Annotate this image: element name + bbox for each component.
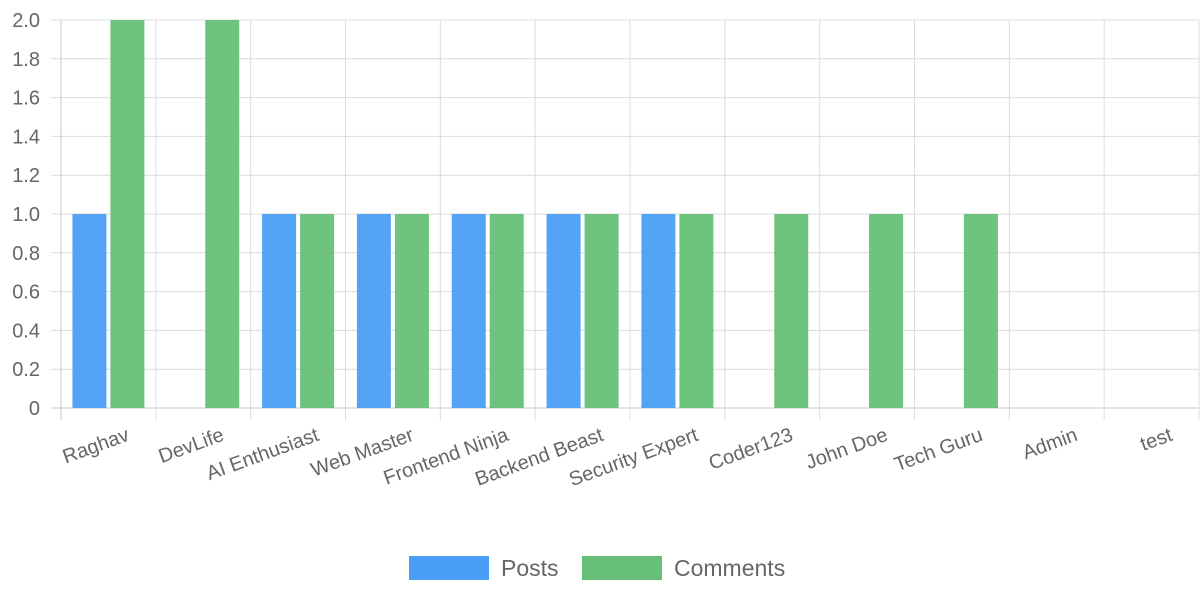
bar-comments-tech-guru[interactable] [963,214,998,408]
y-tick-label: 0.8 [12,243,40,265]
bar-posts-web-master[interactable] [356,214,391,408]
y-tick-label: 1.0 [12,204,40,226]
bar-comments-devlife[interactable] [205,20,240,408]
x-tick-label: test [1137,424,1175,456]
y-tick-label: 1.4 [12,126,40,148]
bar-comments-john-doe[interactable] [869,214,904,408]
bar-comments-coder123[interactable] [774,214,809,408]
y-tick-label: 0.6 [12,282,40,304]
bar-posts-security-expert[interactable] [641,214,676,408]
y-tick-label: 1.2 [12,165,40,187]
bar-posts-ai-enthusiast[interactable] [262,214,297,408]
bar-comments-frontend-ninja[interactable] [489,214,524,408]
bar-comments-raghav[interactable] [110,20,145,408]
x-tick-label: John Doe [803,424,891,474]
x-tick-label: Raghav [60,424,132,468]
grid-layer [51,19,1200,420]
legend-item-comments[interactable]: Comments [582,555,785,581]
legend-label-posts: Posts [501,555,559,581]
bar-posts-raghav[interactable] [72,214,107,408]
y-tick-label: 0.4 [12,320,40,342]
y-tick-label: 0 [29,398,40,420]
bar-comments-web-master[interactable] [394,214,429,408]
bar-comments-ai-enthusiast[interactable] [300,214,335,408]
y-tick-label: 2.0 [12,10,40,32]
bar-comments-security-expert[interactable] [679,214,714,408]
bar-layer [72,20,998,408]
legend[interactable]: Posts Comments [409,555,785,581]
x-tick-label: Admin [1020,424,1081,464]
y-tick-label: 0.2 [12,359,40,381]
y-tick-label: 1.8 [12,49,40,71]
legend-swatch-comments [582,556,662,580]
legend-swatch-posts [409,556,489,580]
bar-posts-backend-beast[interactable] [546,214,581,408]
bar-posts-frontend-ninja[interactable] [451,214,486,408]
bar-comments-backend-beast[interactable] [584,214,619,408]
x-tick-label: Coder123 [706,424,796,475]
legend-item-posts[interactable]: Posts [409,555,559,581]
y-tick-label: 1.6 [12,88,40,110]
x-tick-label: Tech Guru [891,424,985,476]
legend-label-comments: Comments [674,555,785,581]
